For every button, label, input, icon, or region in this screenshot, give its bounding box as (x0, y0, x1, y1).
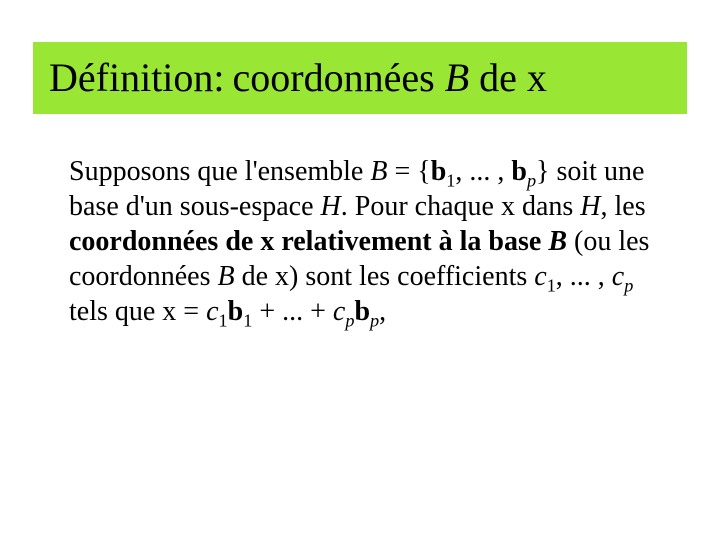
b1b: b (228, 296, 244, 327)
eq: = { (387, 156, 430, 187)
H1: H (321, 191, 341, 222)
comma: , (379, 296, 386, 327)
subb1b: 1 (243, 311, 252, 331)
title-banner: Définition: coordonnées B de x (33, 42, 687, 114)
sub1: 1 (446, 171, 455, 191)
slide: Définition: coordonnées B de x Supposons… (0, 0, 720, 540)
t7: , ... , (556, 261, 612, 292)
dots1: , ... , (455, 156, 511, 187)
t1: Supposons que l'ensemble (69, 156, 370, 187)
title-pre: Définition (49, 55, 213, 100)
body-text: Supposons que l'ensemble B = {b1, ... , … (69, 154, 665, 329)
close: } (536, 156, 556, 187)
B1: B (370, 156, 387, 187)
title-colon: : (213, 55, 222, 100)
bold1: coordonnées de x relativement à la base (69, 226, 548, 257)
t6: de x) sont les coefficients (235, 261, 535, 292)
subbpb: p (370, 311, 379, 331)
c1: c (534, 261, 546, 292)
plus: + ... + (252, 296, 333, 327)
bp: b (511, 156, 527, 187)
subc1: 1 (547, 276, 556, 296)
title-B: B (445, 55, 469, 100)
B2: B (218, 261, 235, 292)
t8: tels que x = (69, 296, 206, 327)
t3: . Pour chaque x dans (341, 191, 581, 222)
cpb: c (333, 296, 345, 327)
subcp: p (624, 276, 633, 296)
c1b: c (206, 296, 218, 327)
subp: p (527, 171, 536, 191)
bpb: b (354, 296, 370, 327)
Bbold: B (548, 226, 567, 257)
subc1b: 1 (219, 311, 228, 331)
b1: b (431, 156, 447, 187)
H2: H (580, 191, 600, 222)
slide-title: Définition: coordonnées B de x (49, 58, 547, 98)
cp: c (612, 261, 624, 292)
title-post: de x (469, 55, 547, 100)
t4: , les (601, 191, 646, 222)
title-mid: coordonnées (223, 55, 445, 100)
